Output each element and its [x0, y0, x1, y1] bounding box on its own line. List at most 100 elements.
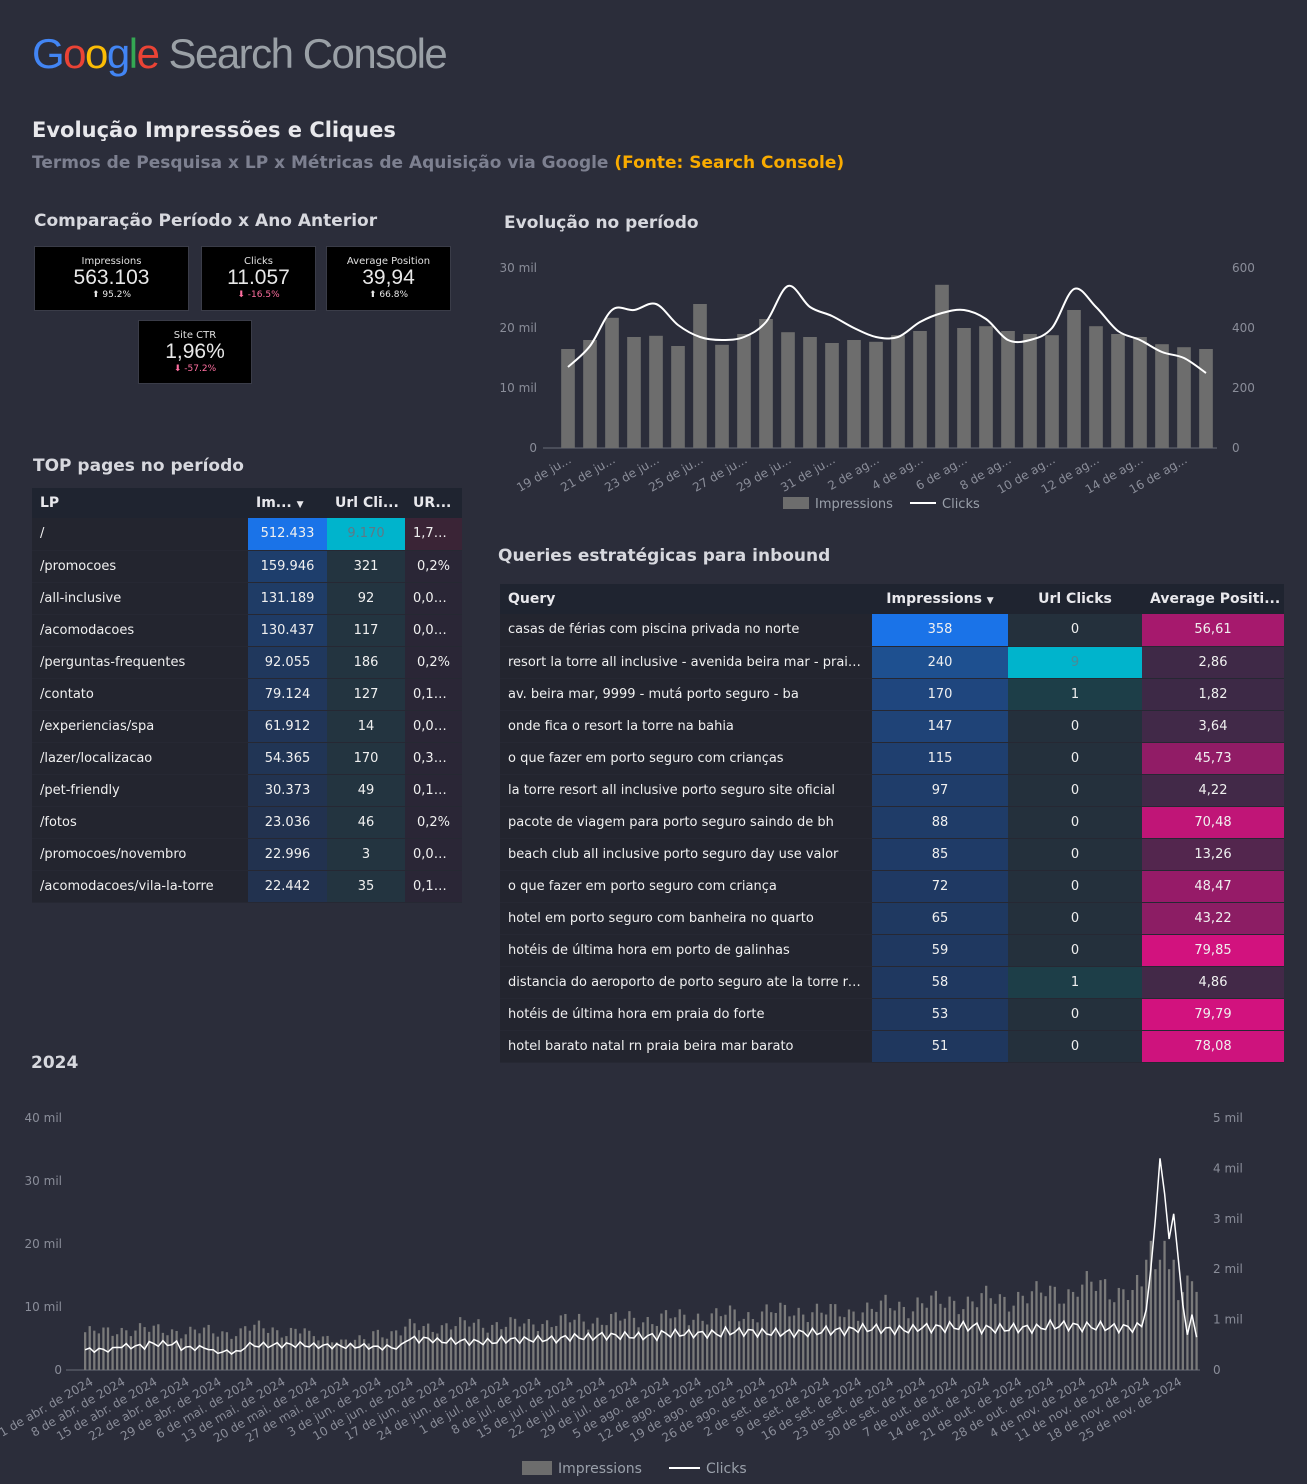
impressions-bar[interactable] [559, 1315, 562, 1370]
impressions-bar[interactable] [751, 1319, 755, 1370]
impressions-bar[interactable] [468, 1326, 471, 1370]
impressions-bar[interactable] [664, 1310, 668, 1370]
impressions-bar[interactable] [843, 1317, 846, 1370]
table-row[interactable]: /pet-friendly 30.373 49 0,16% [32, 774, 462, 807]
impressions-bar[interactable] [971, 1301, 974, 1370]
impressions-bar[interactable] [463, 1320, 466, 1370]
impressions-bar[interactable] [106, 1327, 110, 1370]
impressions-bar[interactable] [513, 1318, 517, 1370]
impressions-bar[interactable] [824, 1314, 828, 1370]
impressions-bar[interactable] [303, 1328, 306, 1370]
impressions-bar[interactable] [870, 1308, 873, 1370]
impressions-bar[interactable] [445, 1323, 448, 1370]
impressions-bar[interactable] [916, 1297, 919, 1370]
impressions-bar[interactable] [962, 1309, 965, 1370]
impressions-bar[interactable] [1133, 337, 1147, 448]
impressions-bar[interactable] [170, 1329, 174, 1370]
impressions-bar[interactable] [440, 1325, 444, 1370]
impressions-bar[interactable] [803, 337, 817, 448]
impressions-bar[interactable] [623, 1318, 626, 1370]
impressions-bar[interactable] [921, 1303, 924, 1370]
impressions-bar[interactable] [280, 1337, 283, 1370]
impressions-bar[interactable] [1158, 1259, 1162, 1370]
impressions-bar[interactable] [966, 1296, 970, 1370]
impressions-bar[interactable] [358, 1335, 361, 1370]
table-row[interactable]: casas de férias com piscina privada no n… [500, 614, 1284, 647]
impressions-bar[interactable] [120, 1327, 123, 1370]
impressions-bar[interactable] [129, 1336, 133, 1370]
impressions-bar[interactable] [184, 1334, 187, 1370]
impressions-bar[interactable] [271, 1327, 274, 1370]
impressions-bar[interactable] [1117, 1287, 1120, 1370]
impressions-bar[interactable] [427, 1323, 430, 1370]
impressions-bar[interactable] [207, 1324, 210, 1370]
impressions-bar[interactable] [628, 1311, 631, 1370]
impressions-bar[interactable] [861, 1312, 864, 1370]
impressions-bar[interactable] [1155, 344, 1169, 448]
impressions-bar[interactable] [349, 1343, 352, 1370]
impressions-bar[interactable] [454, 1326, 457, 1370]
impressions-bar[interactable] [161, 1332, 165, 1370]
impressions-bar[interactable] [198, 1333, 201, 1370]
sort-desc-icon[interactable]: ▼ [986, 596, 994, 606]
impressions-bar[interactable] [262, 1328, 265, 1370]
impressions-bar[interactable] [257, 1320, 261, 1370]
impressions-bar[interactable] [573, 1319, 576, 1370]
table-row[interactable]: onde fica o resort la torre na bahia 147 0… [500, 710, 1284, 743]
impressions-bar[interactable] [733, 1309, 736, 1370]
impressions-bar[interactable] [148, 1331, 151, 1370]
impressions-bar[interactable] [994, 1303, 997, 1370]
impressions-bar[interactable] [911, 1311, 915, 1370]
impressions-bar[interactable] [248, 1330, 251, 1370]
impressions-bar[interactable] [1030, 1291, 1034, 1370]
impressions-bar[interactable] [1039, 1292, 1043, 1370]
impressions-bar[interactable] [472, 1322, 476, 1370]
impressions-bar[interactable] [834, 1304, 837, 1370]
impressions-bar[interactable] [1076, 1296, 1079, 1370]
table-row[interactable]: /lazer/localizacao 54.365 170 0,31% [32, 742, 462, 775]
table-row[interactable]: beach club all inclusive porto seguro da… [500, 838, 1284, 871]
table-row[interactable]: o que fazer em porto seguro com crianças… [500, 742, 1284, 775]
table-row[interactable]: /promocoes 159.946 321 0,2% [32, 550, 462, 583]
impressions-bar[interactable] [953, 1300, 956, 1370]
impressions-bar[interactable] [701, 1320, 704, 1370]
impressions-bar[interactable] [728, 1305, 732, 1370]
impressions-bar[interactable] [116, 1334, 119, 1370]
table-row[interactable]: la torre resort all inclusive porto segu… [500, 774, 1284, 807]
impressions-bar[interactable] [642, 1322, 645, 1370]
impressions-bar[interactable] [504, 1326, 508, 1370]
impressions-bar[interactable] [829, 1304, 832, 1370]
impressions-bar[interactable] [1195, 1291, 1198, 1370]
impressions-bar[interactable] [907, 1318, 910, 1370]
sort-desc-icon[interactable]: ▼ [296, 500, 304, 510]
impressions-bar[interactable] [627, 337, 641, 448]
impressions-bar[interactable] [605, 317, 619, 448]
table-row[interactable]: /promocoes/novembro 22.996 3 0,01% [32, 838, 462, 871]
table-row[interactable]: hotel barato natal rn praia beira mar ba… [500, 1030, 1284, 1063]
impressions-bar[interactable] [879, 1300, 883, 1370]
impressions-bar[interactable] [913, 331, 927, 448]
impressions-bar[interactable] [289, 1327, 293, 1370]
impressions-bar[interactable] [742, 1318, 745, 1370]
impressions-bar[interactable] [1026, 1303, 1029, 1370]
impressions-bar[interactable] [637, 1327, 640, 1370]
impressions-bar[interactable] [1044, 1296, 1047, 1370]
impressions-bar[interactable] [797, 1307, 800, 1370]
impressions-bar[interactable] [619, 1320, 622, 1370]
impressions-bar[interactable] [321, 1336, 325, 1370]
column-header-average-position[interactable]: Average Positi... [1142, 584, 1284, 614]
impressions-bar[interactable] [770, 1312, 773, 1370]
impressions-bar[interactable] [1099, 1280, 1102, 1370]
impressions-bar[interactable] [93, 1330, 96, 1370]
impressions-bar[interactable] [344, 1339, 347, 1370]
impressions-bar[interactable] [536, 1331, 540, 1370]
impressions-bar[interactable] [939, 1303, 942, 1370]
impressions-bar[interactable] [308, 1330, 311, 1370]
impressions-bar[interactable] [649, 335, 663, 448]
impressions-bar[interactable] [1021, 1295, 1024, 1370]
impressions-bar[interactable] [582, 1321, 585, 1370]
impressions-bar[interactable] [687, 1325, 691, 1370]
column-header-lp[interactable]: LP [32, 488, 248, 518]
impressions-bar[interactable] [943, 1307, 947, 1370]
impressions-bar[interactable] [1140, 1286, 1143, 1370]
